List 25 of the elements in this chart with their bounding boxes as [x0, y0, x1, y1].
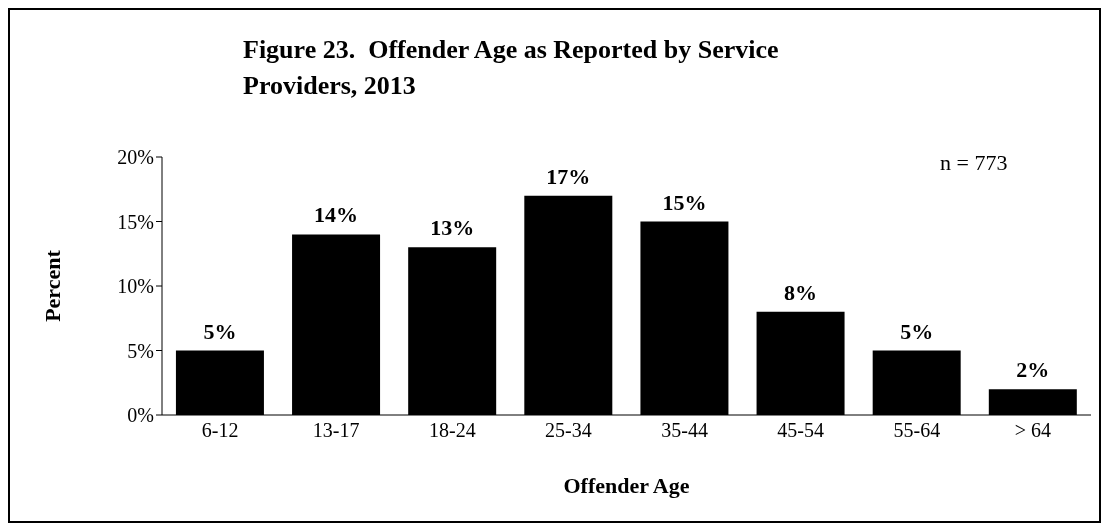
chart-title: Figure 23. Offender Age as Reported by Service Providers, 2013: [243, 34, 780, 102]
x-axis-title: Offender Age: [562, 473, 691, 499]
data-label: 13%: [430, 215, 475, 241]
data-label: 14%: [314, 202, 359, 228]
y-tick-label: 15%: [117, 210, 154, 233]
data-label: 8%: [784, 279, 818, 305]
data-label: 5%: [203, 318, 237, 344]
x-tick-label: 25-34: [545, 419, 592, 442]
x-tick-label: 13-17: [312, 419, 360, 442]
y-tick-label: 20%: [117, 146, 154, 169]
data-label: 17%: [546, 163, 591, 189]
y-tick-label: 10%: [117, 275, 154, 298]
y-axis-title: Percent: [39, 249, 65, 322]
x-tick-label: 35-44: [661, 419, 708, 442]
data-label: 15%: [662, 189, 707, 215]
x-tick-label: 55-64: [893, 419, 941, 442]
data-label: 2%: [1016, 357, 1050, 383]
x-tick-label: 45-54: [777, 419, 825, 442]
y-tick-label: 5%: [127, 339, 154, 362]
y-tick-label: 0%: [127, 404, 154, 427]
data-label: 5%: [900, 318, 934, 344]
x-tick-label: 18-24: [428, 419, 476, 442]
x-tick-label: > 64: [1014, 419, 1052, 442]
annotation: n = 773: [940, 150, 1008, 176]
x-tick-label: 6-12: [201, 419, 239, 442]
